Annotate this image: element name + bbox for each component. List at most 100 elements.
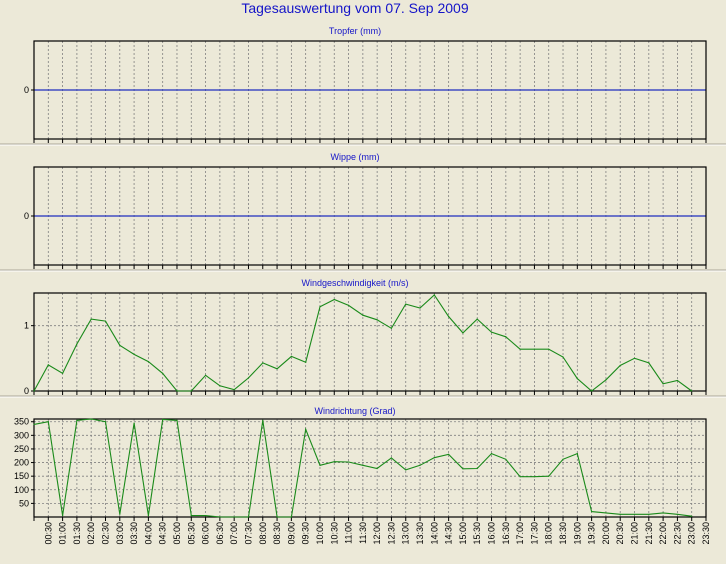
xtick-label: 09:30: [301, 522, 311, 545]
panel-title-3: Windrichtung (Grad): [314, 406, 395, 416]
data-point: [519, 476, 521, 478]
data-point: [147, 361, 149, 363]
data-point: [591, 511, 593, 513]
data-point: [633, 513, 636, 515]
ytick-label: 0: [24, 386, 29, 396]
xtick-label: 00:30: [43, 522, 53, 545]
data-point: [433, 294, 435, 296]
ytick-label: 0: [24, 211, 29, 221]
xtick-label: 08:00: [258, 522, 268, 545]
data-point: [133, 422, 135, 424]
panel-title-1: Wippe (mm): [331, 152, 380, 162]
data-point: [448, 453, 450, 455]
data-point: [605, 512, 607, 514]
data-point: [619, 513, 621, 515]
data-point: [676, 513, 679, 515]
data-point: [419, 307, 421, 309]
xtick-label: 23:30: [701, 522, 711, 545]
data-point: [33, 423, 35, 425]
data-point: [676, 379, 679, 382]
data-point: [305, 361, 307, 363]
xtick-label: 12:00: [372, 522, 382, 545]
data-point: [319, 306, 321, 308]
data-point: [104, 320, 107, 322]
xtick-label: 18:00: [544, 522, 554, 545]
data-point: [190, 515, 192, 517]
data-point: [104, 421, 107, 423]
xtick-label: 11:30: [358, 522, 368, 544]
data-point: [290, 516, 292, 518]
plot-area-3: [34, 419, 706, 517]
xtick-label: 19:00: [572, 522, 582, 545]
data-point: [390, 327, 392, 329]
data-point: [405, 469, 407, 471]
data-point: [47, 421, 49, 423]
data-point: [233, 516, 235, 518]
xtick-label: 02:30: [100, 522, 110, 545]
data-point: [605, 379, 607, 381]
xtick-label: 15:00: [458, 522, 468, 545]
data-point: [33, 390, 35, 392]
data-point: [576, 378, 578, 380]
data-point: [576, 453, 578, 455]
xtick-label: 05:30: [186, 522, 196, 545]
xtick-label: 10:30: [329, 522, 339, 545]
data-point: [462, 332, 464, 334]
data-point: [176, 419, 178, 421]
data-point: [648, 362, 650, 364]
xtick-label: 16:00: [487, 522, 497, 545]
xtick-label: 06:00: [201, 522, 211, 545]
data-point: [548, 348, 550, 350]
data-point: [162, 372, 164, 374]
data-point: [147, 515, 149, 517]
plot-frame-2: [33, 292, 707, 392]
ytick-label: 0: [24, 85, 29, 95]
data-point: [476, 318, 478, 320]
ytick-label: 100: [14, 485, 29, 495]
data-point: [76, 419, 78, 421]
ytick-label: 300: [14, 430, 29, 440]
data-point: [691, 390, 693, 392]
plot-frame-0: [33, 40, 707, 140]
data-point: [162, 418, 164, 421]
data-point: [490, 331, 493, 333]
xtick-label: 10:00: [315, 522, 325, 545]
data-point: [262, 419, 264, 421]
data-point: [633, 357, 636, 359]
data-point: [305, 428, 307, 430]
data-point: [533, 348, 536, 350]
plot-frame-3: [33, 418, 707, 518]
data-point: [519, 348, 521, 350]
ytick-label: 200: [14, 458, 29, 468]
data-point: [362, 464, 364, 466]
xtick-label: 15:30: [472, 522, 482, 545]
xtick-label: 07:30: [243, 522, 253, 545]
xtick-label: 14:30: [444, 522, 454, 545]
panel-title-0: Tropfer (mm): [329, 26, 381, 36]
xtick-label: 21:00: [630, 522, 640, 545]
data-point: [648, 513, 650, 515]
xtick-label: 11:00: [344, 522, 354, 544]
data-point: [319, 464, 321, 466]
data-point: [376, 319, 378, 321]
xtick-label: 09:00: [286, 522, 296, 545]
data-point: [133, 353, 135, 355]
ytick-label: 1: [24, 321, 29, 331]
xtick-label: 14:00: [429, 522, 439, 545]
data-point: [190, 390, 192, 392]
xtick-label: 03:30: [129, 522, 139, 545]
data-point: [505, 458, 507, 460]
ytick-label: 350: [14, 417, 29, 427]
xtick-label: 04:30: [158, 522, 168, 545]
xtick-label: 08:30: [272, 522, 282, 545]
data-point: [433, 457, 435, 459]
data-point: [376, 467, 378, 470]
xtick-label: 05:00: [172, 522, 182, 545]
data-point: [533, 476, 536, 478]
data-point: [548, 475, 550, 477]
data-point: [562, 458, 564, 460]
data-point: [591, 390, 593, 392]
xtick-label: 03:00: [115, 522, 125, 545]
data-point: [219, 516, 221, 518]
